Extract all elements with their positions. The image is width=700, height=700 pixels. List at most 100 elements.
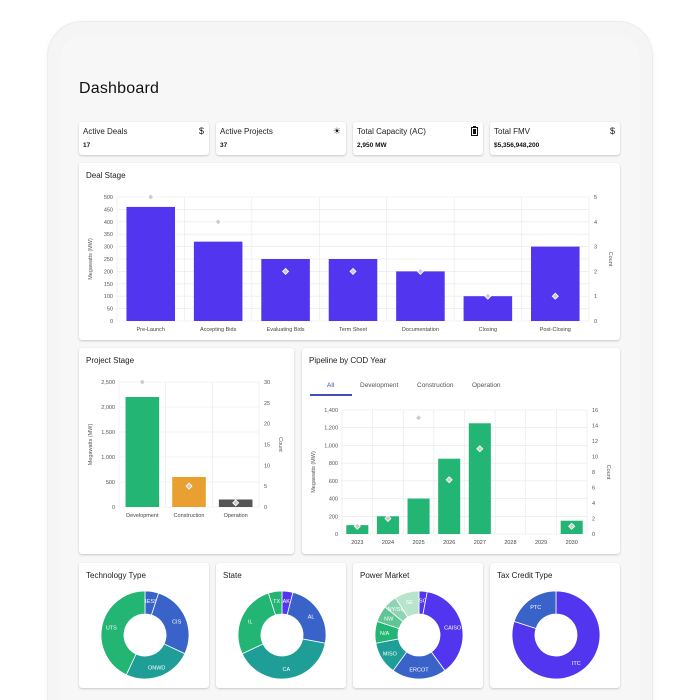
- bar: [463, 296, 513, 321]
- technology-type-donut: BESS CIS ONWD UTS: [100, 590, 190, 680]
- state-title: State: [223, 571, 242, 580]
- x-tick-label: Term Sheet: [339, 327, 368, 333]
- bar: [376, 516, 399, 534]
- donut-label: MISO: [383, 651, 398, 657]
- state-card: State AK AL CA IL TX: [216, 563, 346, 688]
- y-right-axis-label: Count: [607, 252, 613, 267]
- y-right-tick-label: 4: [594, 220, 597, 226]
- sun-icon: ☀: [332, 126, 341, 136]
- y-right-axis-label: Count: [277, 437, 283, 452]
- tax-credit-title: Tax Credit Type: [497, 571, 553, 580]
- kpi-value: $5,356,948,200: [494, 142, 540, 149]
- donut-label: ITC: [572, 661, 581, 667]
- y-tick-label: 100: [104, 294, 113, 300]
- y-right-tick-label: 16: [592, 408, 598, 414]
- y-tick-label: 50: [107, 307, 113, 313]
- y-right-tick-label: 2: [594, 269, 597, 275]
- donut-slice: [511, 590, 601, 680]
- count-marker: [384, 514, 392, 523]
- y-tick-label: 1,500: [101, 430, 115, 436]
- count-marker: [147, 193, 155, 201]
- donut-slice: [100, 590, 146, 676]
- bar: [438, 458, 461, 534]
- y-tick-label: 0: [110, 319, 113, 325]
- deal-stage-card: Deal Stage 0 50 100 150 200 250 300 350 400 450 50…: [79, 163, 620, 340]
- kpi-value: 17: [83, 142, 91, 149]
- donut-label: UTS: [106, 625, 117, 631]
- tab-active-indicator: [310, 394, 352, 396]
- donut-label: ERCOT: [409, 668, 429, 674]
- x-tick-label: Evaluating Bids: [267, 327, 305, 333]
- y-tick-label: 500: [104, 195, 113, 201]
- state-donut: AK AL CA IL TX: [237, 590, 327, 680]
- bar: [126, 206, 175, 321]
- donut-label: BESS: [143, 599, 158, 605]
- bar: [407, 498, 430, 534]
- page-title: Dashboard: [79, 80, 160, 97]
- dollar-sign-icon: $: [609, 126, 615, 136]
- donut-slice: [513, 590, 557, 630]
- tab-operation[interactable]: Operation: [472, 382, 501, 389]
- kpi-card-active-projects[interactable]: Active Projects ☀ 37: [216, 122, 346, 155]
- count-marker: [185, 482, 193, 490]
- y-tick-label: 500: [106, 480, 115, 486]
- tax-credit-donut: ITC PTC: [511, 590, 601, 680]
- y-tick-label: 250: [104, 257, 113, 263]
- y-right-tick-label: 20: [264, 422, 270, 428]
- y-right-tick-label: 25: [264, 401, 270, 407]
- kpi-card-total-capacity[interactable]: Total Capacity (AC) 2,950 MW: [353, 122, 483, 155]
- donut-slice: [150, 592, 190, 655]
- x-tick-label: Closing: [479, 327, 497, 333]
- pipeline-chart: 0 200 400 600 800 1,000 1,200 1,400 0 2 4 6 8 10 12 14 1…: [311, 408, 611, 546]
- donut-label: SE: [406, 600, 414, 606]
- donut-slice: [267, 590, 283, 616]
- donut-label: AK: [283, 599, 291, 605]
- x-tick-label: 2030: [566, 540, 578, 546]
- count-marker: [414, 414, 423, 422]
- kpi-card-active-deals[interactable]: Active Deals $ 17: [79, 122, 209, 155]
- kpi-card-total-fmv[interactable]: Total FMV $ $5,356,948,200: [490, 122, 620, 155]
- x-tick-label: Post-Closing: [540, 327, 571, 333]
- y-tick-label: 1,200: [324, 426, 338, 432]
- kpi-label: Total Capacity (AC): [357, 127, 426, 136]
- y-right-tick-label: 0: [264, 505, 267, 511]
- y-tick-label: 450: [104, 207, 113, 213]
- y-tick-label: 0: [335, 532, 338, 538]
- y-tick-label: 1,000: [324, 443, 338, 449]
- donut-label: CIS: [172, 619, 182, 625]
- count-marker: [214, 218, 222, 226]
- y-axis-label: Megawatts (MW): [88, 424, 94, 466]
- tab-construction[interactable]: Construction: [417, 382, 454, 389]
- donut-slice: [125, 643, 186, 680]
- y-tick-label: 350: [104, 232, 113, 238]
- donut-label: IL: [248, 619, 253, 625]
- y-right-tick-label: 30: [264, 380, 270, 386]
- bar: [531, 246, 580, 321]
- x-tick-label: 2024: [382, 540, 394, 546]
- tab-all[interactable]: All: [327, 382, 335, 389]
- y-tick-label: 800: [329, 461, 338, 467]
- project-stage-title: Project Stage: [86, 356, 135, 365]
- donut-label: NY/SQ: [388, 607, 406, 613]
- y-right-tick-label: 15: [264, 443, 270, 449]
- y-tick-label: 300: [104, 245, 113, 251]
- x-tick-label: Development: [126, 513, 159, 519]
- donut-label: CAISO: [444, 625, 462, 631]
- x-tick-label: 2025: [412, 540, 424, 546]
- y-right-tick-label: 3: [594, 245, 597, 251]
- y-tick-label: 400: [104, 220, 113, 226]
- donut-slice: [237, 592, 277, 655]
- count-marker: [551, 292, 559, 300]
- x-tick-label: 2028: [504, 540, 516, 546]
- count-marker: [232, 499, 240, 507]
- y-right-tick-label: 5: [264, 484, 267, 490]
- y-tick-label: 150: [104, 282, 113, 288]
- technology-type-title: Technology Type: [86, 571, 146, 580]
- tab-development[interactable]: Development: [360, 382, 399, 389]
- count-marker: [353, 522, 361, 530]
- donut-label: NW: [384, 616, 394, 622]
- donut-slice: [241, 638, 326, 680]
- count-marker: [282, 267, 290, 275]
- donut-label: N/A: [380, 631, 390, 637]
